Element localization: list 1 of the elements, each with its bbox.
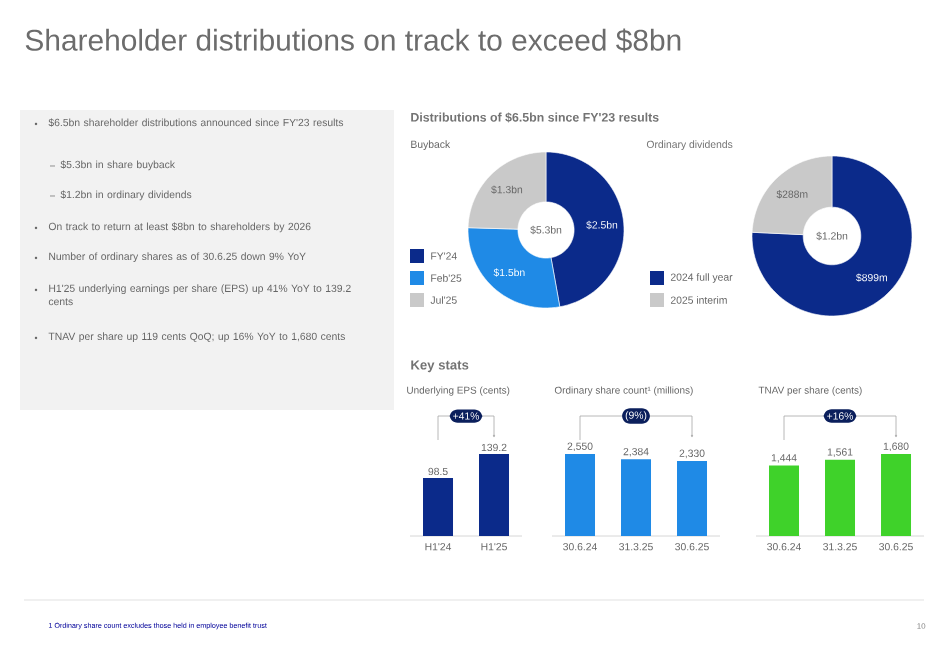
text: Shareholder distributions on track to exceed $8bn [25,28,681,53]
